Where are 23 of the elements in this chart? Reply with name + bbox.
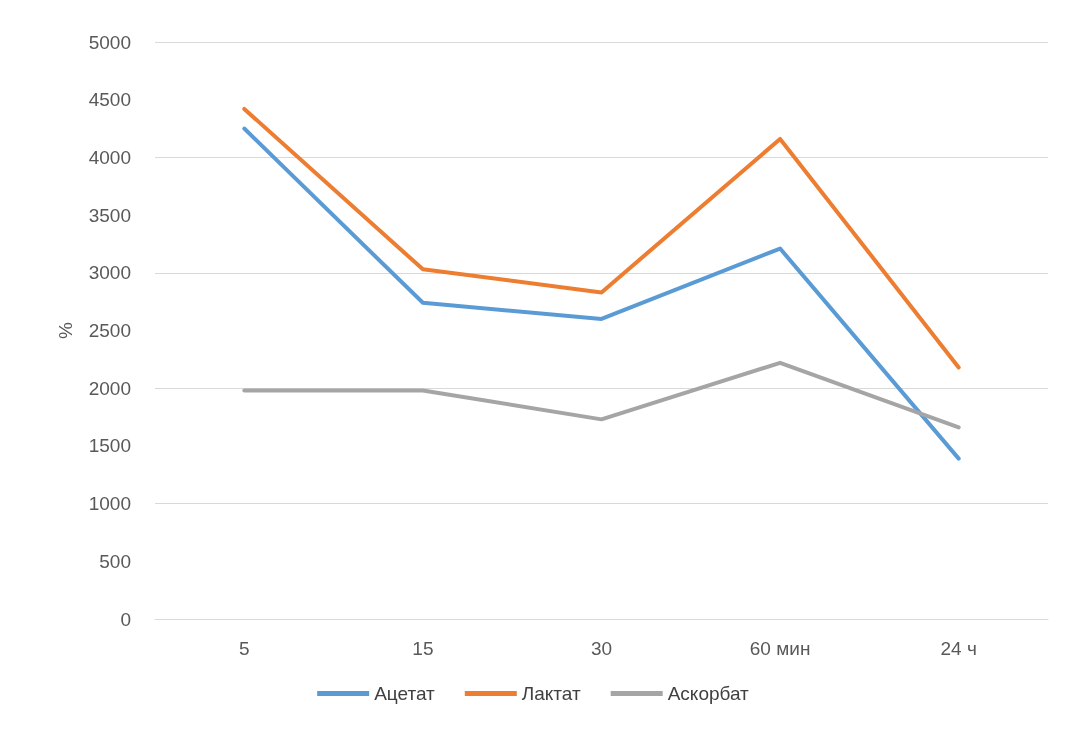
x-tick-label: 30 — [590, 638, 613, 659]
line-series — [242, 126, 961, 461]
x-tick-label: 15 — [412, 638, 434, 659]
legend-label: Ацетат — [374, 683, 436, 704]
line-series — [242, 106, 961, 370]
y-tick-label: 0 — [120, 608, 131, 630]
y-tick-label: 5000 — [88, 31, 131, 53]
y-tick-label: 4500 — [88, 89, 131, 111]
y-tick-label: 1500 — [88, 435, 131, 457]
legend-label: Лактат — [521, 683, 581, 704]
y-tick-label: 2000 — [88, 377, 131, 399]
y-tick-label: 2500 — [88, 320, 131, 341]
line-series — [242, 360, 961, 430]
y-tick-label: 4000 — [88, 146, 131, 168]
legend-label: Аскорбат — [667, 683, 750, 704]
y-tick-label: 1000 — [88, 493, 131, 515]
y-axis-title: % — [55, 321, 76, 339]
x-tick-label: 60 мин — [749, 638, 811, 659]
x-tick-label: 5 — [239, 638, 250, 659]
x-tick-label: 24 ч — [940, 638, 977, 659]
y-tick-label: 500 — [99, 550, 131, 572]
y-tick-label: 3500 — [88, 204, 131, 226]
y-tick-label: 3000 — [88, 262, 131, 284]
